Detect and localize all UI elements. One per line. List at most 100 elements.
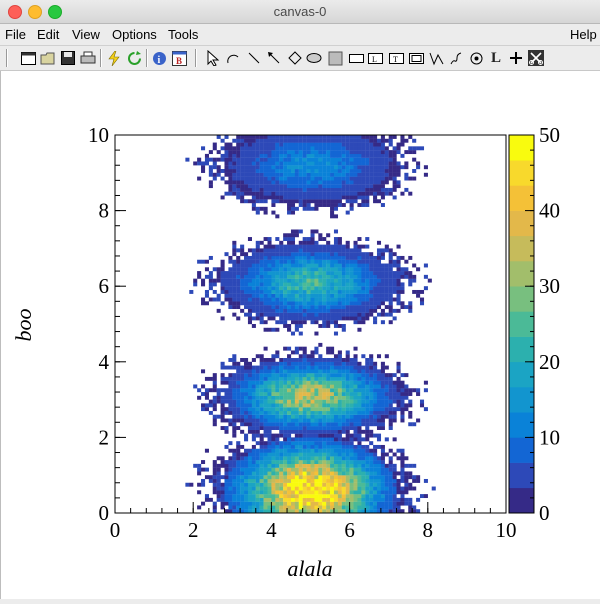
heatmap-cell — [306, 138, 311, 143]
heatmap-cell — [388, 320, 393, 325]
heatmap-cell — [322, 259, 327, 264]
heatmap-cell — [373, 191, 378, 196]
heatmap-cell — [271, 501, 276, 506]
heatmap-cell — [220, 138, 225, 143]
pave-label-icon[interactable]: L — [367, 50, 383, 66]
heatmap-cell — [247, 153, 252, 158]
refresh-icon[interactable] — [126, 50, 142, 66]
pad-icon[interactable] — [327, 50, 343, 66]
new-canvas-icon[interactable] — [20, 50, 36, 66]
heatmap-cell — [283, 195, 288, 200]
heatmap-cell — [357, 497, 362, 502]
heatmap-cell — [204, 448, 209, 453]
heatmap-cell — [220, 486, 225, 491]
heatmap-cell — [306, 289, 311, 294]
maximize-window-button[interactable] — [48, 5, 62, 19]
heatmap-cell — [279, 475, 284, 480]
heatmap-cell — [318, 199, 323, 204]
heatmap-cell — [353, 191, 358, 196]
heatmap-cell — [345, 138, 350, 143]
marker-icon[interactable] — [508, 50, 524, 66]
heatmap-cell — [330, 426, 335, 430]
heatmap-cell — [384, 365, 389, 370]
heatmap-cell — [216, 486, 221, 491]
heatmap-cell — [271, 327, 276, 332]
menu-help[interactable]: Help — [570, 27, 597, 42]
pavetext-icon[interactable]: T — [388, 50, 404, 66]
heatmap-cell — [330, 399, 335, 404]
menu-tools[interactable]: Tools — [168, 27, 199, 42]
save-icon[interactable] — [60, 50, 76, 66]
heatmap-cell — [263, 373, 268, 378]
heatmap-cell — [290, 286, 296, 291]
heatmap-cell — [267, 478, 272, 483]
browser-icon[interactable]: B — [171, 50, 187, 66]
minimize-window-button[interactable] — [28, 5, 42, 19]
heatmap-cell — [365, 263, 370, 268]
menu-file[interactable]: File — [5, 27, 26, 42]
heatmap-cell — [279, 426, 284, 430]
heatmap-cell — [318, 233, 323, 238]
interrupt-icon[interactable] — [106, 50, 122, 66]
heatmap-cell — [236, 418, 241, 423]
y-tick-label: 2 — [99, 425, 110, 449]
pavestext-icon[interactable] — [408, 50, 424, 66]
heatmap-cell — [298, 274, 303, 279]
heatmap-cell — [392, 410, 397, 415]
heatmap-cell — [287, 429, 292, 434]
diamond-icon[interactable] — [287, 50, 303, 66]
arc-icon[interactable] — [225, 50, 241, 66]
heatmap-cell — [330, 169, 335, 173]
line-icon[interactable] — [246, 50, 262, 66]
heatmap-cell — [259, 286, 264, 291]
heatmap-cell — [330, 150, 335, 155]
cut-icon[interactable] — [528, 50, 544, 66]
heatmap-cell — [376, 169, 382, 173]
heatmap-cell — [267, 138, 272, 143]
heatmap-cell — [251, 384, 256, 389]
heatmap-cell — [361, 187, 366, 192]
heatmap-cell — [361, 460, 366, 465]
heatmap-cell — [216, 471, 221, 476]
open-folder-icon[interactable] — [40, 50, 56, 66]
print-icon[interactable] — [80, 50, 96, 66]
heatmap-cell — [365, 286, 370, 291]
heatmap-cell — [287, 293, 292, 298]
heatmap-cell — [314, 365, 319, 370]
menu-edit[interactable]: Edit — [37, 27, 60, 42]
heatmap-cell — [365, 494, 370, 499]
heatmap-cell — [376, 467, 382, 472]
heatmap-cell — [220, 301, 225, 306]
menu-view[interactable]: View — [72, 27, 100, 42]
menu-options[interactable]: Options — [112, 27, 157, 42]
curlyarc-icon[interactable] — [468, 50, 484, 66]
heatmap-cell — [322, 395, 327, 400]
heatmap-cell — [267, 286, 272, 291]
inspect-icon[interactable]: i — [151, 50, 167, 66]
heatmap-cell — [271, 244, 276, 249]
curlyline-icon[interactable] — [448, 50, 464, 66]
heatmap-cell — [318, 293, 323, 298]
ellipse-icon[interactable] — [306, 50, 322, 66]
arrow-icon[interactable] — [266, 50, 282, 66]
latex-icon[interactable]: L — [490, 49, 501, 66]
heatmap-cell — [283, 199, 288, 204]
heatmap-cell — [236, 289, 241, 294]
heatmap-cell — [380, 463, 385, 468]
heatmap-cell — [349, 395, 354, 400]
heatmap-cell — [275, 384, 280, 389]
pave-icon[interactable] — [348, 50, 364, 66]
heatmap-cell — [353, 142, 358, 147]
canvas-area[interactable]: 0 2 4 6 8 10 0 2 4 6 8 10 0 10 20 30 40 50 alala boo — [0, 71, 600, 599]
heatmap-cell — [333, 161, 339, 166]
heatmap-cell — [376, 410, 382, 415]
heatmap-cell — [224, 399, 229, 404]
heatmap-cell — [259, 289, 264, 294]
heatmap-cell — [361, 475, 366, 480]
close-window-button[interactable] — [8, 5, 22, 19]
pointer-icon[interactable] — [205, 50, 221, 66]
heatmap-cell — [373, 267, 378, 272]
polyline-icon[interactable] — [428, 50, 444, 66]
heatmap-cell — [287, 365, 292, 370]
